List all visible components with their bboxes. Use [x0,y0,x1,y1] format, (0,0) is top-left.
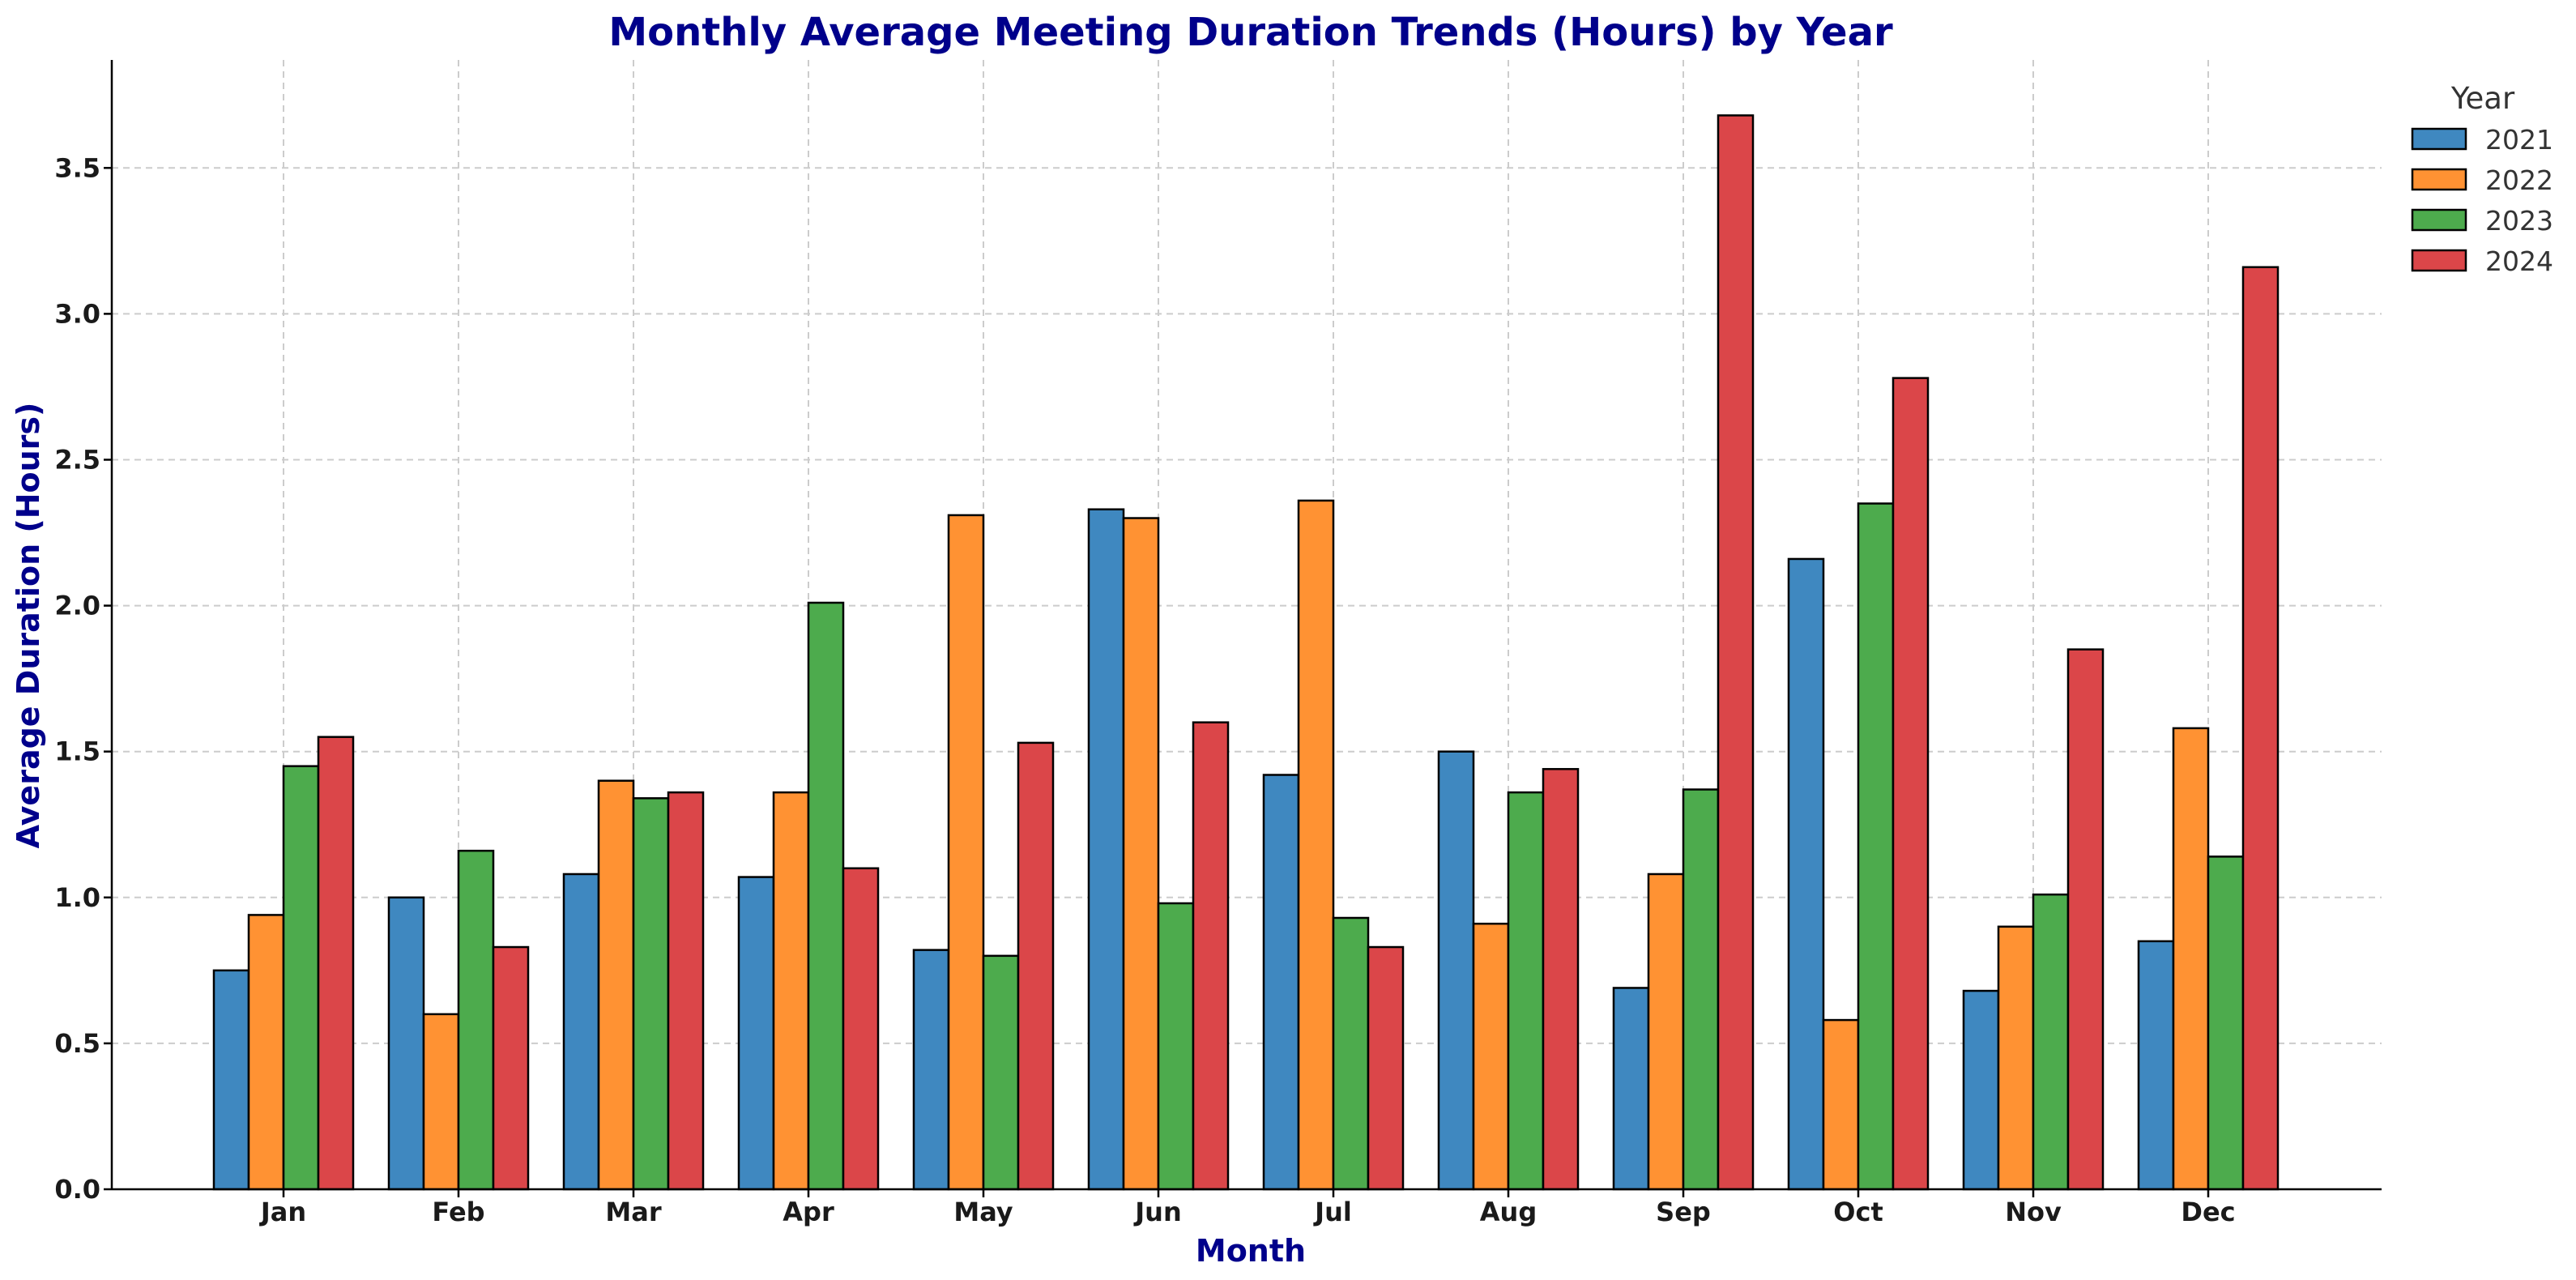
bar-2021-oct [1787,557,1825,1191]
x-axis-label: Month [1196,1233,1306,1269]
bars [212,114,2280,1191]
bar-2023-nov [2032,893,2070,1191]
bar-2021-jun [1087,508,1125,1191]
bar-2021-dec [2137,940,2175,1191]
legend-title: Year [2450,81,2515,116]
y-tick-label: 2.0 [54,591,100,621]
x-tick-label: Feb [432,1197,484,1227]
x-tick-label: Sep [1656,1197,1711,1227]
bar-2022-may [947,514,985,1191]
y-tick-label: 3.5 [54,152,100,183]
legend-swatch [2411,168,2467,191]
bar-2024-jan [317,736,355,1191]
bar-2024-feb [492,945,530,1191]
bar-2023-oct [1857,502,1895,1191]
bar-2022-oct [1822,1018,1860,1191]
bar-2023-feb [457,849,495,1191]
bar-2022-feb [422,1013,460,1191]
bar-2022-aug [1472,922,1510,1191]
y-tick-label: 1.0 [54,882,100,913]
x-tick-label: Dec [2181,1197,2235,1227]
bar-2021-jul [1262,774,1300,1191]
y-tick-label: 1.5 [54,736,100,767]
bar-2021-jan [212,969,250,1191]
x-tick-label: May [953,1197,1013,1227]
bar-2021-apr [737,876,775,1191]
legend-swatch [2411,208,2467,232]
tick-labels: 0.0 0.5 1.0 1.5 2.0 2.5 3.0 3.5 Jan Feb Mar Apr May J… [54,152,2235,1227]
bar-2024-oct [1891,377,1930,1191]
y-tick-label: 0.0 [54,1174,100,1205]
legend-swatch [2411,249,2467,272]
bar-2023-dec [2207,855,2245,1191]
x-tick-label: Mar [605,1197,661,1227]
bar-2022-jan [247,914,285,1191]
bar-2024-aug [1542,768,1580,1191]
bar-2023-jan [282,765,320,1191]
legend-swatch [2411,127,2467,151]
bar-2021-nov [1962,989,2000,1191]
bar-2021-sep [1612,987,1650,1191]
x-tick-label: Oct [1833,1197,1883,1227]
x-tick-label: Aug [1480,1197,1537,1227]
axes [104,60,2382,1197]
bar-2021-may [912,949,950,1191]
bar-2023-may [982,954,1020,1191]
bar-2023-apr [807,601,845,1191]
y-tick-label: 0.5 [54,1028,100,1059]
bar-2022-jul [1297,499,1335,1191]
bar-2023-mar [632,797,670,1191]
bar-2023-jul [1332,916,1370,1191]
bar-2022-mar [597,779,635,1191]
bar-2022-nov [1997,925,2035,1191]
legend-label: 2023 [2485,205,2553,237]
x-tick-label: Jan [259,1197,306,1227]
bar-2022-dec [2172,727,2210,1191]
x-tick-label: Jun [1133,1197,1181,1227]
legend: Year 2021 2022 2023 2024 [2411,81,2553,277]
legend-label: 2024 [2485,245,2553,277]
bar-2022-jun [1122,517,1160,1191]
chart-title: Monthly Average Meeting Duration Trends … [608,10,1893,55]
bar-2023-sep [1682,788,1720,1191]
y-tick-label: 3.0 [54,298,100,329]
bar-2024-apr [842,867,880,1191]
bar-2024-mar [667,791,705,1191]
bar-2024-jul [1367,945,1405,1191]
legend-label: 2021 [2485,124,2553,156]
bar-2024-may [1017,741,1055,1191]
bar-2021-mar [562,873,600,1191]
bar-2021-feb [387,896,425,1191]
bar-2024-jun [1192,721,1230,1191]
bar-2022-sep [1647,873,1685,1191]
x-tick-label: Nov [2005,1197,2062,1227]
bar-2023-aug [1507,791,1545,1191]
bar-2021-aug [1437,750,1475,1191]
bar-2023-jun [1157,902,1195,1191]
bar-2024-dec [2241,266,2280,1191]
bar-2024-nov [2066,648,2105,1191]
x-tick-label: Apr [783,1197,834,1227]
bar-2022-apr [772,791,810,1191]
bar-2024-sep [1717,114,1755,1191]
y-tick-label: 2.5 [54,444,100,475]
legend-label: 2022 [2485,164,2553,196]
x-tick-label: Jul [1313,1197,1352,1227]
y-axis-label: Average Duration (Hours) [11,403,46,849]
